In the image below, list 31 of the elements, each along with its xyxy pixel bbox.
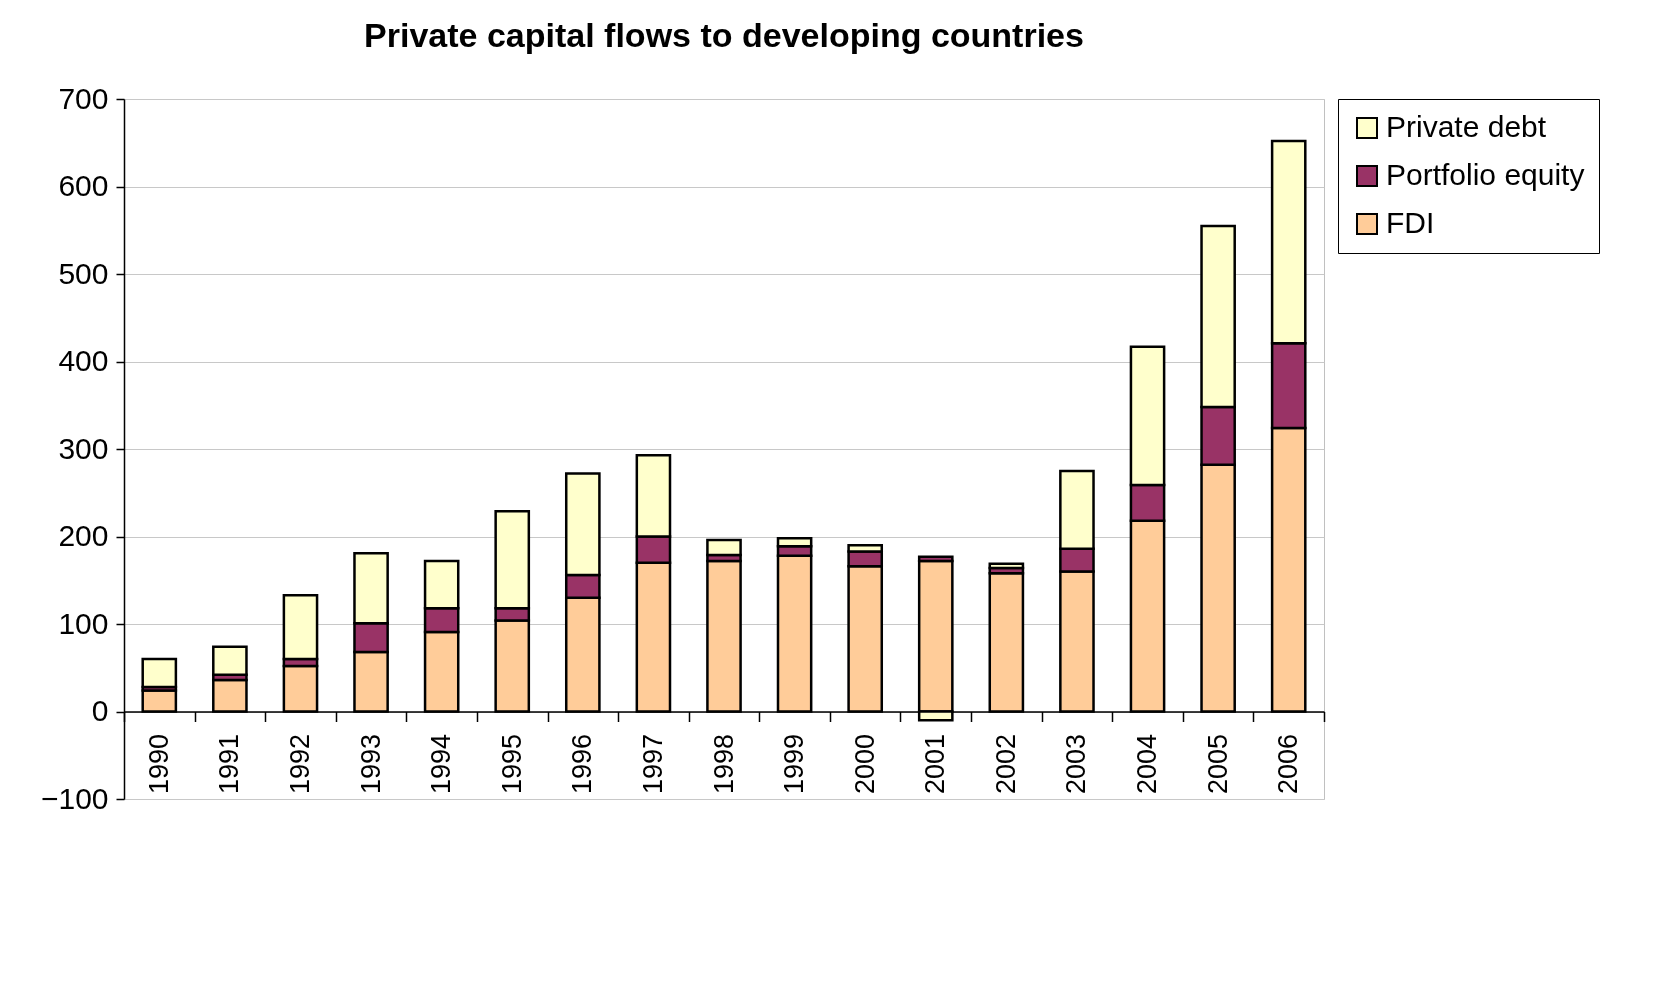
legend-label: Portfolio equity — [1386, 158, 1585, 191]
x-tick-label: 1990 — [143, 734, 174, 795]
x-tick-label: 2001 — [920, 734, 951, 795]
x-tick-label: 1999 — [779, 734, 810, 795]
y-tick-label: 100 — [58, 606, 109, 640]
x-tick-label: 2005 — [1202, 734, 1233, 795]
x-tick-label: 2004 — [1132, 734, 1163, 795]
x-tick-label: 1994 — [426, 734, 457, 795]
x-tick-label: 2006 — [1273, 734, 1304, 795]
legend-label: FDI — [1386, 206, 1435, 239]
x-tick-label: 2003 — [1061, 734, 1092, 795]
x-tick-label: 2002 — [990, 734, 1021, 795]
y-tick-label: 600 — [58, 169, 109, 202]
y-tick-label: 400 — [58, 344, 109, 377]
y-tick-label: 300 — [58, 431, 109, 465]
y-tick-label: 500 — [58, 256, 109, 290]
x-tick-label: 2000 — [849, 734, 880, 795]
y-tick-label: 0 — [91, 694, 109, 727]
x-tick-label: 1993 — [355, 734, 386, 795]
y-tick-label: −100 — [40, 781, 109, 815]
y-tick-label: 200 — [58, 519, 109, 552]
x-tick-label: 1992 — [284, 734, 315, 795]
x-tick-label: 1997 — [637, 734, 668, 795]
x-tick-label: 1991 — [214, 734, 245, 795]
bar — [141, 657, 178, 689]
y-tick-label: 700 — [58, 81, 109, 115]
legend-label: Private debt — [1386, 110, 1547, 143]
x-tick-label: 1995 — [496, 734, 527, 795]
x-tick-label: 1996 — [567, 734, 598, 795]
x-tick-label: 1998 — [708, 734, 739, 795]
chart-title: Private capital flows to developing countries — [364, 16, 1084, 54]
